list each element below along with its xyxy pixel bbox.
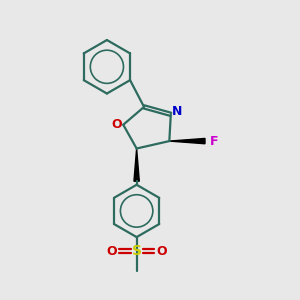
Polygon shape (134, 148, 139, 181)
Text: O: O (156, 245, 166, 258)
Text: S: S (132, 244, 142, 258)
Text: O: O (106, 245, 117, 258)
Text: N: N (172, 106, 182, 118)
Text: F: F (210, 135, 219, 148)
Polygon shape (169, 138, 205, 144)
Text: O: O (111, 118, 122, 130)
